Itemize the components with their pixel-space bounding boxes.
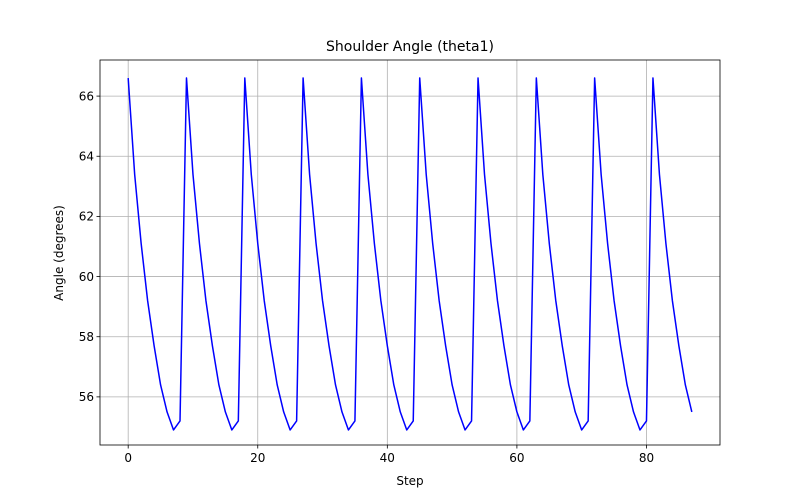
y-tick-label: 64	[79, 150, 94, 164]
y-tick-label: 66	[79, 89, 94, 103]
y-axis-label: Angle (degrees)	[52, 205, 66, 301]
x-tick-label: 60	[509, 451, 524, 465]
y-axis-ticks: 56 58 60 62 64 66	[79, 89, 100, 404]
x-tick-label: 40	[380, 451, 395, 465]
y-tick-label: 56	[79, 390, 94, 404]
x-tick-label: 80	[639, 451, 654, 465]
grid	[100, 60, 720, 445]
x-tick-label: 20	[250, 451, 265, 465]
x-tick-label: 0	[124, 451, 132, 465]
x-axis-label: Step	[396, 474, 423, 488]
chart-title: Shoulder Angle (theta1)	[326, 39, 494, 55]
plot-frame	[99, 59, 721, 446]
y-tick-label: 60	[79, 270, 94, 284]
y-tick-label: 62	[79, 210, 94, 224]
series-line	[127, 77, 693, 431]
series-layer	[127, 77, 693, 431]
y-tick-label: 58	[79, 330, 94, 344]
x-axis-ticks: 0 20 40 60 80	[124, 445, 654, 465]
